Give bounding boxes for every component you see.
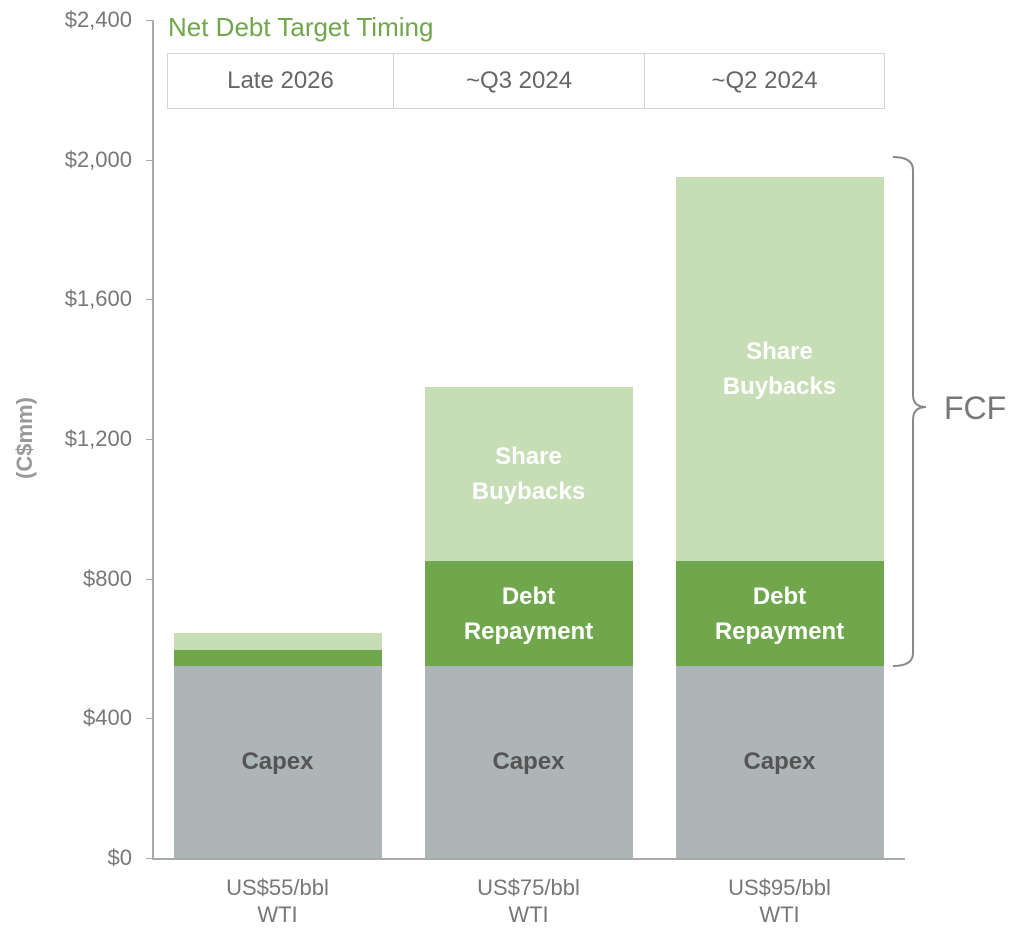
bar-segment: Debt Repayment <box>675 561 884 666</box>
y-tick-label: $1,200 <box>64 426 132 451</box>
segment-label: Capex <box>743 748 816 776</box>
bar-segment: Debt Repayment <box>424 561 633 666</box>
bracket-label: FCF <box>944 390 1007 426</box>
x-tick-label: US$55/bbl WTI <box>226 875 329 927</box>
tick-mark <box>146 858 152 859</box>
segment-label: Share Buybacks <box>471 442 586 505</box>
bar-segment: Capex <box>173 665 382 858</box>
tick-mark <box>146 20 152 21</box>
tick-mark <box>146 159 152 161</box>
segment-label: Debt Repayment <box>463 582 594 645</box>
y-tick-label: $0 <box>107 845 132 870</box>
x-axis <box>152 858 905 860</box>
y-tick-label: $2,400 <box>64 7 132 32</box>
tick-mark <box>146 578 152 580</box>
bar-segment: Capex <box>424 665 633 858</box>
timing-cell: Late 2026 <box>167 53 394 109</box>
segment-label: Share Buybacks <box>722 338 837 401</box>
segment-label: Capex <box>492 748 565 776</box>
tick-mark <box>146 718 152 720</box>
x-tick-label: US$75/bbl WTI <box>477 875 580 927</box>
tick-mark <box>146 299 152 301</box>
bar-segment: Share Buybacks <box>424 386 633 562</box>
y-tick-label: $400 <box>83 705 132 731</box>
bar-segment: Capex <box>675 665 884 858</box>
bar-segment <box>173 632 382 651</box>
x-tick-label: US$95/bbl WTI <box>728 875 831 927</box>
segment-label: Capex <box>241 748 314 776</box>
segment-label: Debt Repayment <box>714 582 845 645</box>
y-tick-label: $2,000 <box>64 146 132 172</box>
timing-title: Net Debt Target Timing <box>168 12 434 42</box>
timing-cell: ~Q3 2024 <box>393 53 645 109</box>
y-tick-label: $800 <box>83 565 132 591</box>
y-tick-label: $1,600 <box>64 286 132 312</box>
bar-segment <box>173 650 382 666</box>
tick-mark <box>146 439 152 440</box>
timing-cell: ~Q2 2024 <box>644 53 885 109</box>
y-axis <box>152 20 154 858</box>
bar-segment: Share Buybacks <box>675 177 884 562</box>
